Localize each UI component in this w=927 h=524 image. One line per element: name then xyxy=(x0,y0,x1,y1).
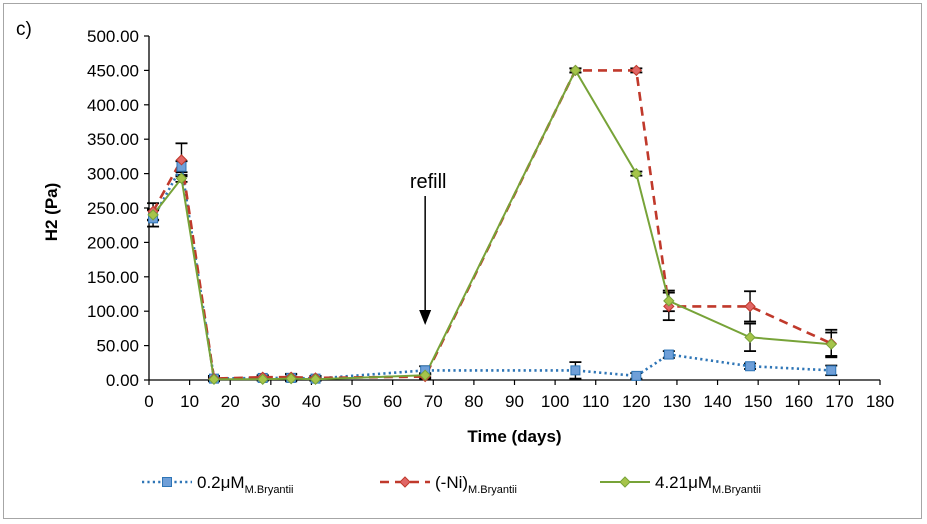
x-tick-label: 50 xyxy=(343,392,362,411)
x-tick-label: 130 xyxy=(663,392,691,411)
legend-label-main: (-Ni) xyxy=(435,473,468,492)
data-point-2 xyxy=(208,373,220,386)
x-tick-label: 30 xyxy=(261,392,280,411)
x-tick-label: 40 xyxy=(302,392,321,411)
data-point-1 xyxy=(175,154,188,166)
data-point-2 xyxy=(569,64,582,77)
data-point-2 xyxy=(285,372,297,385)
series-line-1 xyxy=(151,69,832,380)
x-tick-label: 140 xyxy=(703,392,731,411)
data-point-0 xyxy=(631,370,642,381)
x-tick-label: 60 xyxy=(383,392,402,411)
data-point-2 xyxy=(630,167,643,180)
data-point-2 xyxy=(825,338,837,350)
x-tick-label: 80 xyxy=(464,392,483,411)
refill-label: refill xyxy=(410,171,447,193)
legend-marker-1 xyxy=(399,476,411,488)
legend: 0.2μMM.Bryantii (-Ni)M.Bryantii 4.21μMM.Br… xyxy=(142,473,761,496)
series-line-2 xyxy=(152,68,832,381)
y-tick-label: 100.00 xyxy=(87,302,139,321)
data-point-0 xyxy=(663,349,674,360)
refill-arrow-head xyxy=(419,310,432,325)
data-point-2 xyxy=(175,172,188,185)
x-tick-label: 100 xyxy=(541,392,569,411)
data-point-0 xyxy=(745,361,756,372)
legend-label-2: 4.21μMM.Bryantii xyxy=(655,473,761,496)
legend-label-subscript: M.Bryantii xyxy=(712,484,761,496)
data-point-0 xyxy=(826,365,837,376)
legend-label-1: (-Ni)M.Bryantii xyxy=(435,473,517,496)
data-point-2 xyxy=(257,373,269,386)
series-line-0 xyxy=(151,162,832,380)
x-tick-label: 170 xyxy=(825,392,853,411)
panel-label: c) xyxy=(16,19,32,40)
y-tick-label: 150.00 xyxy=(87,268,139,287)
data-point-1 xyxy=(744,300,756,313)
data-point-2 xyxy=(744,331,756,344)
x-tick-label: 70 xyxy=(424,392,443,411)
y-tick-label: 300.00 xyxy=(87,165,139,184)
y-tick-label: 0.00 xyxy=(106,371,139,390)
legend-label-0: 0.2μMM.Bryantii xyxy=(197,473,294,496)
y-tick-label: 500.00 xyxy=(87,27,139,46)
x-tick-label: 180 xyxy=(866,392,894,411)
data-point-1 xyxy=(630,64,643,77)
y-tick-label: 200.00 xyxy=(87,233,139,252)
data-point-2 xyxy=(663,295,675,307)
legend-label-main: 4.21μM xyxy=(655,473,712,492)
y-tick-label: 350.00 xyxy=(87,130,139,149)
data-point-2 xyxy=(419,369,431,381)
x-axis-title: Time (days) xyxy=(467,427,561,446)
chart-frame xyxy=(3,3,922,519)
data-point-2 xyxy=(147,209,159,221)
data-point-2 xyxy=(309,373,322,386)
x-tick-label: 0 xyxy=(144,392,153,411)
y-tick-label: 400.00 xyxy=(87,96,139,115)
legend-marker-0 xyxy=(162,477,172,487)
data-point-0 xyxy=(570,365,581,376)
x-tick-label: 110 xyxy=(582,392,609,411)
legend-label-main: 0.2μM xyxy=(197,473,245,492)
y-tick-label: 50.00 xyxy=(96,337,139,356)
x-tick-label: 120 xyxy=(622,392,650,411)
x-tick-label: 160 xyxy=(785,392,813,411)
legend-label-subscript: M.Bryantii xyxy=(468,484,517,496)
y-tick-label: 250.00 xyxy=(87,199,139,218)
y-tick-label: 450.00 xyxy=(87,61,139,80)
x-tick-label: 150 xyxy=(744,392,772,411)
y-axis-title: H2 (Pa) xyxy=(42,183,61,242)
legend-marker-2 xyxy=(619,476,631,488)
x-tick-label: 10 xyxy=(180,392,199,411)
x-tick-label: 20 xyxy=(221,392,240,411)
x-tick-label: 90 xyxy=(505,392,524,411)
legend-label-subscript: M.Bryantii xyxy=(245,484,294,496)
